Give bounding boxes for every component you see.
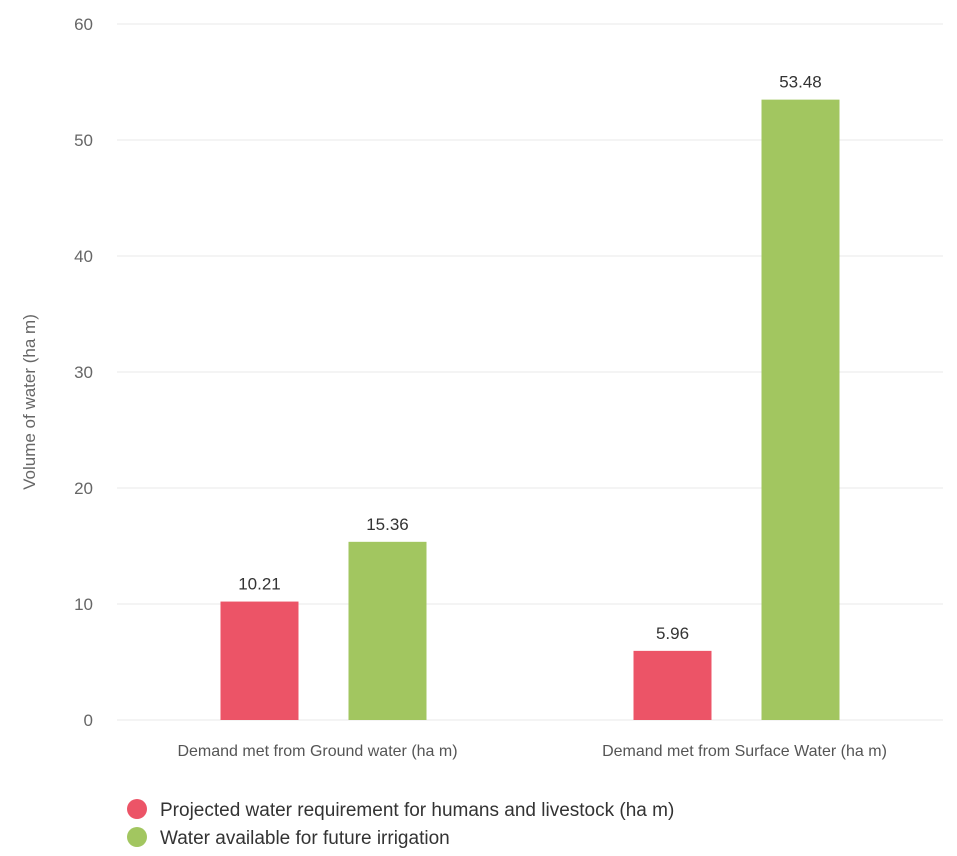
legend-marker	[127, 799, 147, 819]
data-labels: 10.21 15.36 5.96 53.48	[238, 73, 822, 643]
bar-value-label: 10.21	[238, 575, 281, 594]
bar-value-label: 53.48	[779, 73, 822, 92]
legend: Projected water requirement for humans a…	[127, 799, 674, 849]
x-axis-categories: Demand met from Ground water (ha m) Deman…	[177, 743, 886, 760]
bar	[633, 650, 712, 720]
bars	[220, 99, 840, 720]
x-category-label: Demand met from Ground water (ha m)	[177, 743, 457, 760]
y-tick-label: 50	[74, 131, 93, 150]
bar	[348, 541, 427, 720]
bar-value-label: 15.36	[366, 515, 409, 534]
y-tick-label: 60	[74, 15, 93, 34]
legend-marker	[127, 827, 147, 847]
y-axis-ticks: 0 10 20 30 40 50 60	[74, 15, 93, 730]
y-tick-label: 10	[74, 595, 93, 614]
x-category-label: Demand met from Surface Water (ha m)	[602, 743, 887, 760]
legend-label: Water available for future irrigation	[160, 828, 450, 849]
y-axis-title: Volume of water (ha m)	[20, 314, 39, 490]
y-tick-label: 40	[74, 247, 93, 266]
legend-label: Projected water requirement for humans a…	[160, 800, 674, 821]
bar	[220, 601, 299, 720]
y-tick-label: 20	[74, 479, 93, 498]
y-tick-label: 0	[84, 711, 93, 730]
y-tick-label: 30	[74, 363, 93, 382]
bar	[761, 99, 840, 720]
bar-value-label: 5.96	[656, 624, 689, 643]
